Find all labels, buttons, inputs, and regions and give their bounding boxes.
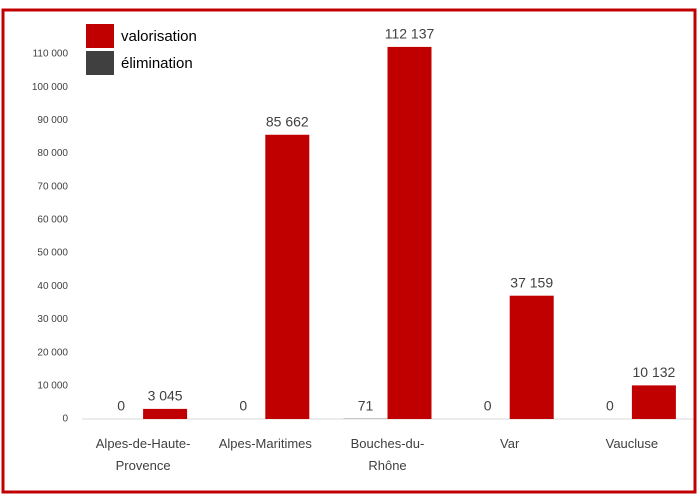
y-tick-label: 70 000 <box>37 181 68 192</box>
data-label: 71 <box>358 397 374 413</box>
bar <box>387 46 432 419</box>
data-label: 0 <box>484 398 492 414</box>
x-tick-label: Var <box>500 436 520 451</box>
frame <box>1 8 697 494</box>
data-label: 0 <box>117 398 125 414</box>
y-tick-label: 60 000 <box>37 215 68 226</box>
bar <box>143 408 188 419</box>
data-label: 112 137 <box>385 26 435 42</box>
legend-swatch <box>86 24 114 48</box>
data-label: 3 045 <box>148 388 183 404</box>
y-tick-label: 30 000 <box>37 314 68 325</box>
x-tick-label: Alpes-Maritimes <box>218 436 312 451</box>
data-label: 0 <box>239 398 247 414</box>
data-label: 10 132 <box>632 364 675 380</box>
y-tick-label: 0 <box>62 414 68 425</box>
bar <box>631 385 676 419</box>
y-tick-label: 20 000 <box>37 347 68 358</box>
legend-label: valorisation <box>121 28 197 45</box>
x-tick-label: Alpes-de-Haute-Provence <box>95 436 191 473</box>
y-tick-label: 110 000 <box>33 49 69 60</box>
data-label: 85 662 <box>266 113 309 129</box>
y-tick-label: 80 000 <box>37 148 68 159</box>
y-tick-label: 10 000 <box>37 380 68 391</box>
y-tick-label: 90 000 <box>37 115 68 126</box>
bar <box>509 295 554 419</box>
legend-label: élimination <box>121 55 193 72</box>
data-label: 37 159 <box>510 274 553 290</box>
y-tick-label: 100 000 <box>32 82 69 93</box>
x-tick-label: Vaucluse <box>605 436 659 451</box>
y-tick-label: 50 000 <box>37 248 68 259</box>
data-label: 0 <box>606 398 614 414</box>
bar <box>265 134 310 419</box>
legend-swatch <box>86 51 114 75</box>
y-tick-label: 40 000 <box>37 281 68 292</box>
x-tick-label: Bouches-du-Rhône <box>350 436 425 473</box>
